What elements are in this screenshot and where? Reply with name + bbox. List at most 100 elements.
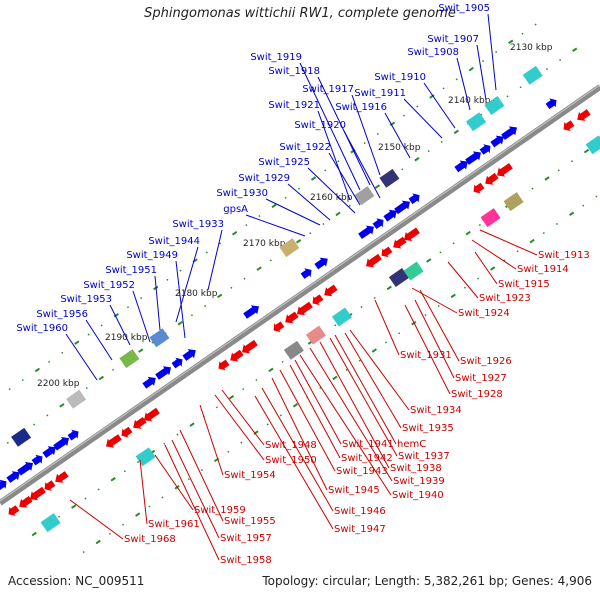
forward-gene-leader-line (384, 112, 411, 159)
forward-gene-arrow (182, 349, 196, 361)
scale-tick (455, 78, 458, 81)
reverse-gene-label: Swit_1943 (336, 466, 388, 477)
scale-tick (477, 277, 480, 280)
forward-gene-arrow (479, 144, 491, 155)
scale-tick (200, 469, 204, 472)
reverse-gene-leader-line (261, 387, 334, 512)
scale-tick (385, 341, 388, 344)
reverse-gene-arrow (133, 417, 147, 429)
forward-gene-leader-line (154, 275, 161, 331)
scale-tick (555, 222, 559, 225)
scale-tick (266, 423, 269, 426)
scale-tick (189, 422, 195, 427)
scale-tick (284, 196, 287, 199)
scale-tick (136, 461, 140, 464)
reverse-gene-arrow (404, 227, 420, 241)
reverse-gene-label: Swit_1955 (224, 516, 276, 527)
scale-tick (31, 531, 37, 537)
scale-tick (113, 313, 119, 318)
forward-gene-leader-line (299, 62, 361, 191)
scale-tick (268, 367, 274, 373)
scale-tick (46, 414, 49, 417)
scale-tick (542, 231, 545, 235)
reverse-gene-leader-line (447, 261, 479, 299)
scale-tick (243, 277, 246, 280)
scale-tick (98, 375, 104, 381)
feature-box (522, 65, 543, 85)
scale-tick (126, 306, 130, 309)
forward-gene-arrow (501, 126, 517, 140)
reverse-gene-leader-line (294, 359, 342, 445)
feature-box (379, 168, 400, 188)
forward-gene-label: Swit_1911 (354, 88, 406, 99)
scale-tick (506, 95, 509, 98)
scale-tick (204, 305, 207, 308)
scale-tick (111, 368, 115, 371)
forward-gene-leader-line (175, 246, 199, 323)
scale-tick (360, 306, 363, 309)
forward-gene-leader-line (307, 167, 356, 214)
forward-gene-arrow (465, 151, 481, 165)
forward-gene-label: Swit_1922 (279, 142, 331, 153)
reverse-gene-arrow (366, 253, 382, 268)
reverse-gene-label: Swit_1961 (148, 519, 200, 530)
reverse-gene-leader-line (221, 389, 265, 446)
reverse-gene-arrow (485, 172, 499, 185)
scale-tick (373, 296, 376, 300)
forward-gene-arrow (171, 357, 183, 369)
reverse-gene-label: Swit_1945 (328, 485, 380, 496)
scale-tick (521, 32, 524, 35)
feature-box (403, 261, 424, 281)
reverse-gene-leader-line (411, 287, 458, 314)
scale-tick (95, 539, 101, 545)
feature-box (11, 427, 32, 447)
scale-tick (401, 168, 404, 171)
scale-label: 2130 kbp (510, 43, 553, 53)
reverse-gene-label: Swit_1913 (538, 250, 590, 261)
forward-gene-label: Swit_1919 (250, 52, 302, 63)
forward-gene-label: Swit_1930 (216, 188, 268, 199)
scale-tick (529, 238, 535, 244)
forward-gene-leader-line (456, 57, 471, 111)
reverse-gene-label: Swit_1914 (517, 264, 569, 275)
reverse-gene-arrow (473, 182, 485, 194)
scale-tick (122, 523, 125, 526)
reverse-gene-label: Swit_1926 (460, 356, 512, 367)
reverse-gene-leader-line (479, 229, 538, 256)
scale-tick (595, 195, 598, 198)
scale-tick (398, 332, 401, 335)
scale-tick (490, 266, 496, 271)
forward-gene-arrow (490, 135, 504, 148)
scale-tick (371, 348, 377, 353)
scale-tick (310, 176, 317, 181)
genome-summary: Topology: circular; Length: 5,382,261 bp… (262, 574, 592, 588)
reverse-gene-arrow (218, 359, 230, 371)
reverse-gene-label: Swit_1948 (265, 440, 317, 451)
scale-tick (179, 269, 182, 272)
forward-gene-label: Swit_1921 (268, 100, 320, 111)
reverse-gene-leader-line (344, 332, 402, 429)
scale-label: 2200 kbp (37, 379, 80, 389)
reverse-gene-arrow (273, 321, 285, 333)
scale-tick (437, 304, 440, 307)
reverse-gene-arrow (563, 120, 575, 132)
reverse-gene-leader-line (289, 364, 341, 459)
forward-gene-arrow (243, 305, 259, 319)
forward-gene-label: Swit_1908 (407, 47, 459, 58)
scale-tick (583, 148, 590, 154)
reverse-gene-arrow (577, 109, 591, 121)
reverse-gene-arrow (242, 339, 258, 354)
scale-tick (242, 388, 245, 391)
scale-tick (34, 367, 41, 373)
forward-gene-arrow (454, 160, 468, 173)
feature-box (279, 238, 300, 258)
forward-gene-leader-line (65, 333, 98, 381)
scale-tick (176, 433, 179, 436)
scale-tick (453, 129, 459, 135)
scale-tick (519, 86, 522, 89)
forward-gene-label: Swit_1953 (60, 294, 112, 305)
scale-tick (468, 66, 474, 72)
reverse-gene-leader-line (374, 299, 400, 356)
scale-tick (71, 504, 77, 509)
